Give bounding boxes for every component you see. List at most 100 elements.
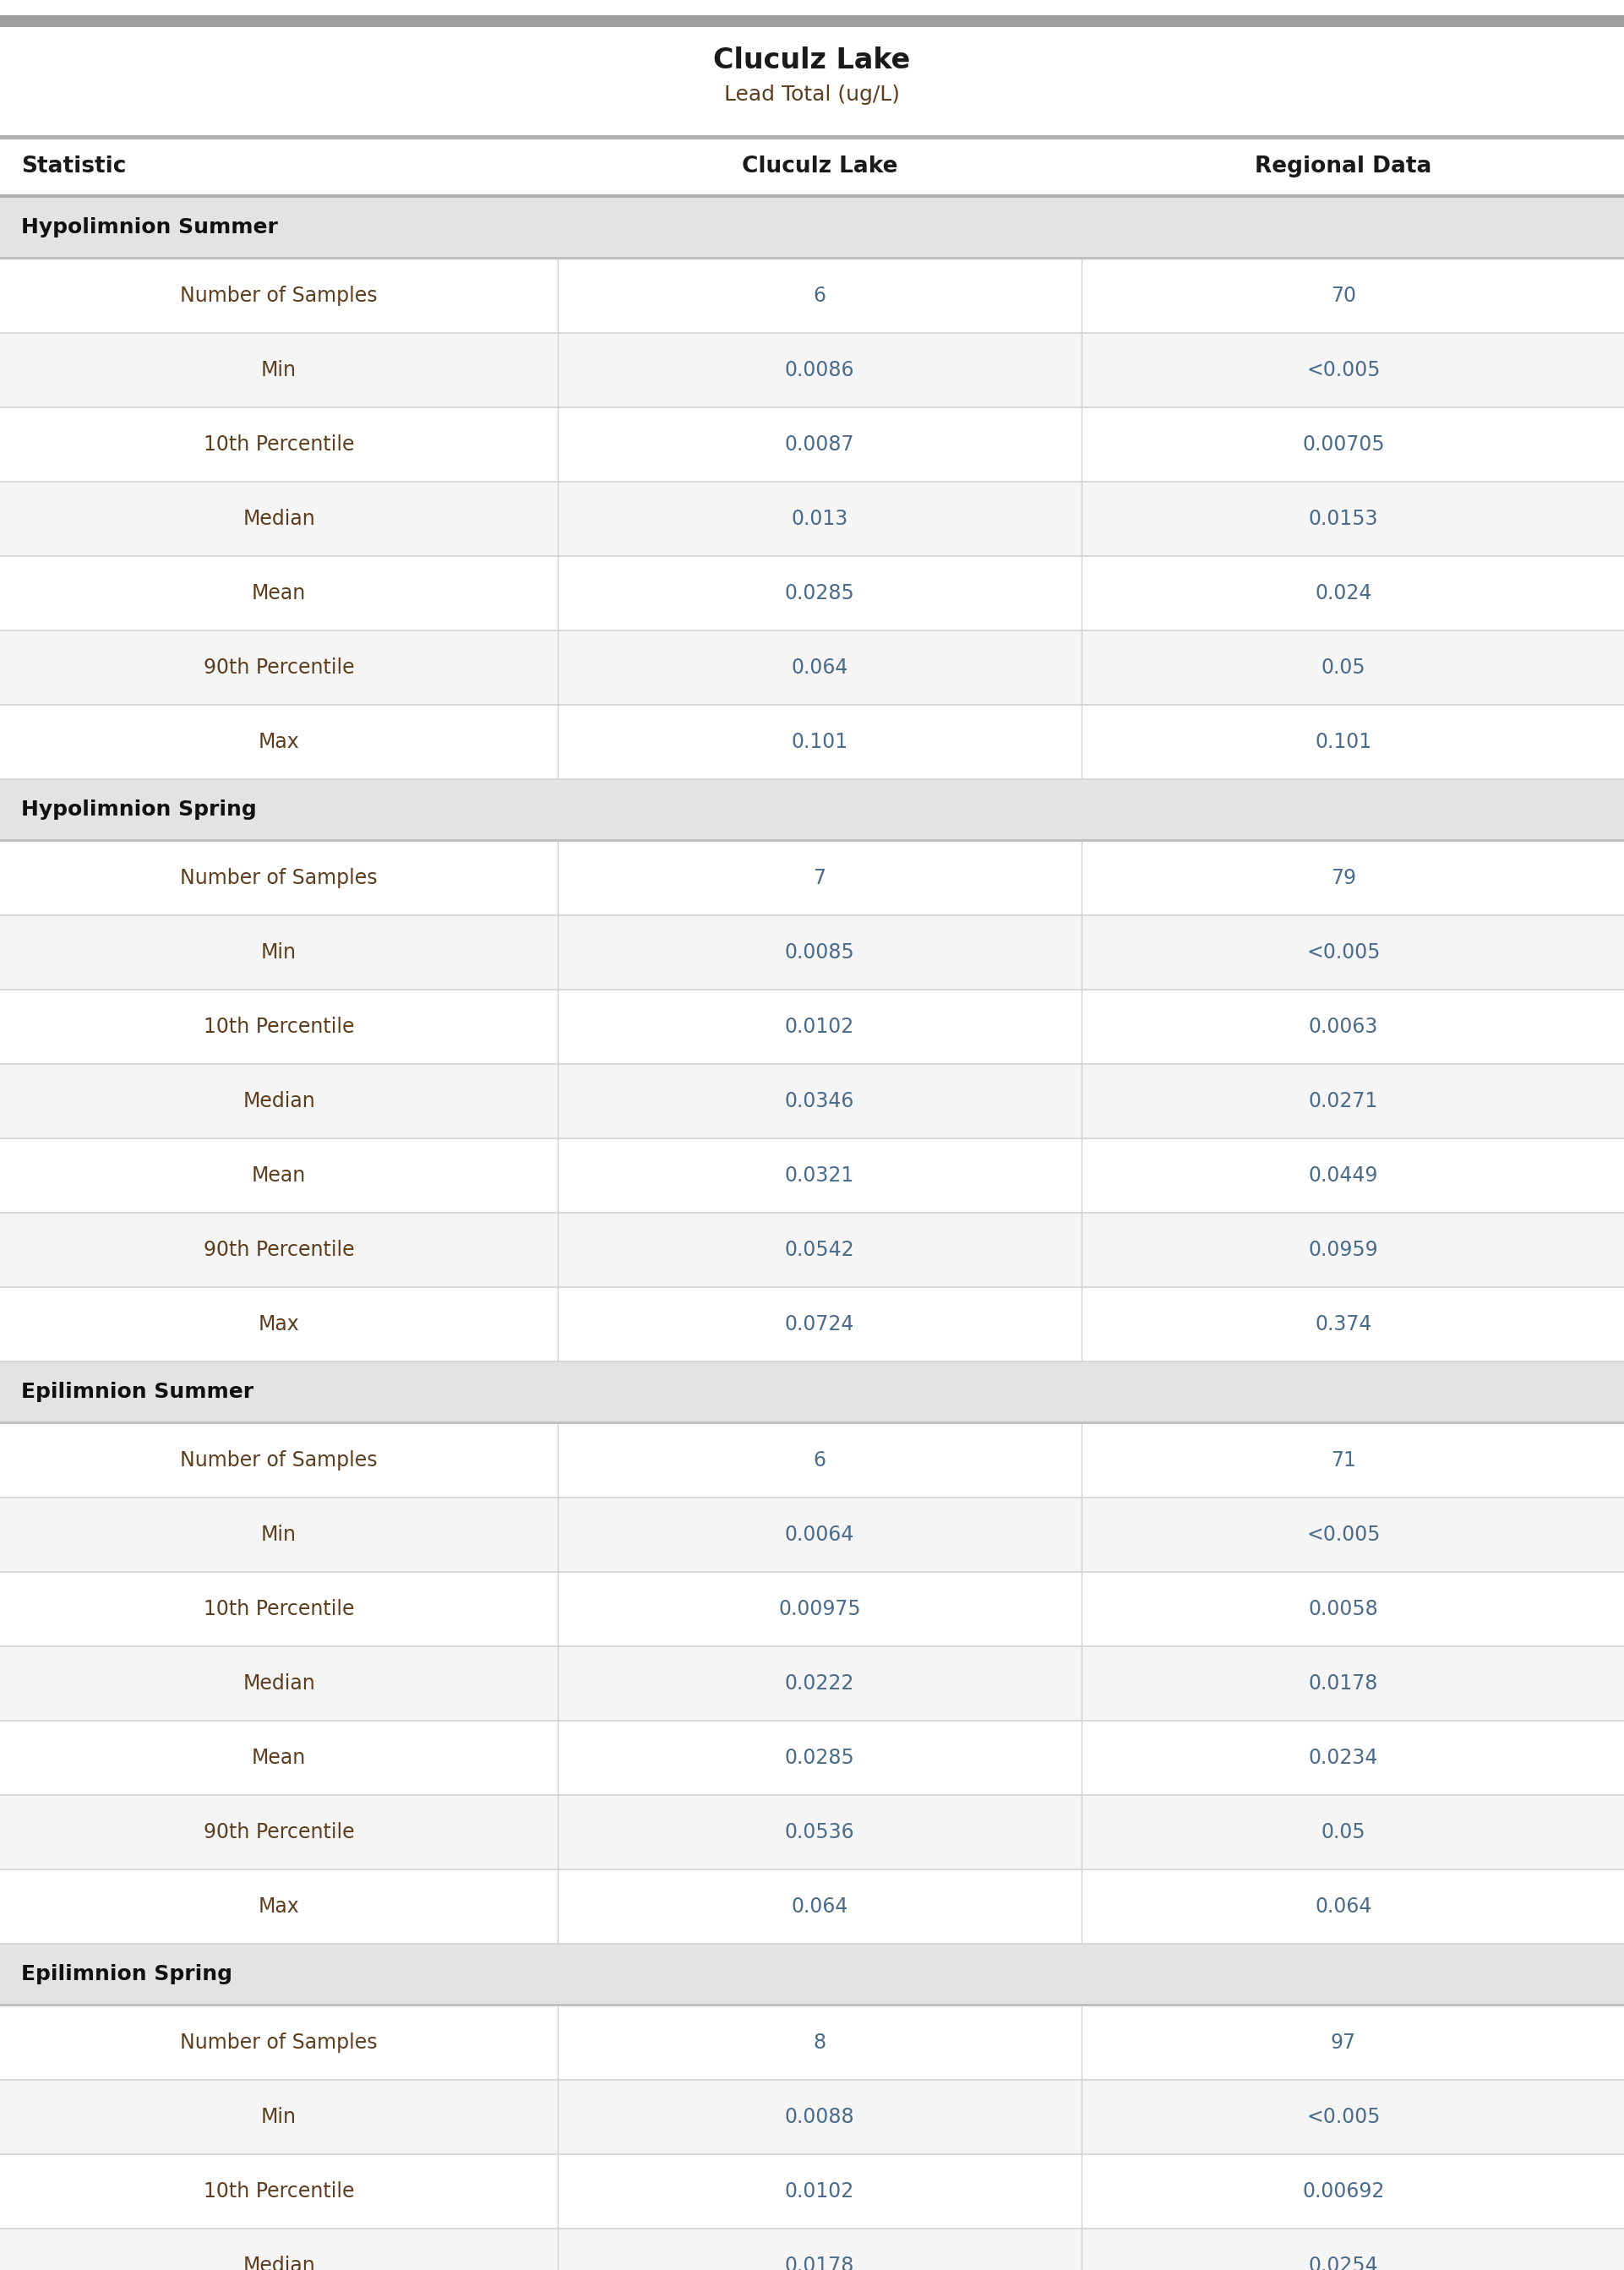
Text: Mean: Mean [252,1165,305,1185]
Text: Min: Min [261,361,297,381]
Text: Cluculz Lake: Cluculz Lake [713,45,911,75]
Bar [0,195,1624,197]
Text: Median: Median [242,1092,315,1112]
Text: 0.0254: 0.0254 [1309,2256,1379,2270]
Text: 0.0234: 0.0234 [1309,1748,1379,1768]
Text: Min: Min [261,2107,297,2127]
Bar [0,840,1624,842]
Text: 10th Percentile: 10th Percentile [203,1017,354,1037]
Text: 0.0321: 0.0321 [784,1165,854,1185]
Bar [0,1421,1624,1423]
Text: Hypolimnion Spring: Hypolimnion Spring [21,799,257,819]
Text: 0.0178: 0.0178 [784,2256,854,2270]
Text: 0.101: 0.101 [791,731,848,751]
Text: Min: Min [261,1525,297,1546]
Bar [0,136,1624,138]
Text: Number of Samples: Number of Samples [180,1451,377,1471]
Text: Median: Median [242,2256,315,2270]
Bar [0,138,1624,195]
Bar [0,1796,1624,1868]
Text: 0.013: 0.013 [791,508,848,529]
Text: Number of Samples: Number of Samples [180,286,377,306]
Text: 0.024: 0.024 [1315,583,1372,604]
Text: 0.0153: 0.0153 [1309,508,1379,529]
Text: Number of Samples: Number of Samples [180,2032,377,2052]
Text: 6: 6 [814,1451,827,1471]
Text: 8: 8 [814,2032,827,2052]
Text: 0.00692: 0.00692 [1302,2181,1385,2202]
Bar [0,2154,1624,2227]
Text: 0.374: 0.374 [1315,1314,1372,1335]
Text: Lead Total (ug/L): Lead Total (ug/L) [724,84,900,104]
Bar [0,1573,1624,1646]
Text: 0.05: 0.05 [1322,1823,1366,1843]
Text: 0.0222: 0.0222 [784,1673,854,1693]
Text: Hypolimnion Summer: Hypolimnion Summer [21,218,278,238]
Text: Max: Max [258,731,299,751]
Text: 79: 79 [1330,867,1356,888]
Bar [0,706,1624,779]
Text: 0.0064: 0.0064 [784,1525,854,1546]
Bar [0,1498,1624,1571]
Text: Max: Max [258,1895,299,1916]
Text: 97: 97 [1330,2032,1356,2052]
Text: 10th Percentile: 10th Percentile [203,434,354,454]
Text: 0.0088: 0.0088 [784,2107,854,2127]
Text: Median: Median [242,508,315,529]
Text: 0.0959: 0.0959 [1309,1239,1379,1260]
Text: 0.0542: 0.0542 [784,1239,854,1260]
Text: Min: Min [261,942,297,962]
Text: 71: 71 [1330,1451,1356,1471]
Text: 0.0285: 0.0285 [784,583,854,604]
Text: Mean: Mean [252,1748,305,1768]
Text: 0.0086: 0.0086 [784,361,854,381]
Text: 90th Percentile: 90th Percentile [203,1239,354,1260]
Text: 70: 70 [1330,286,1356,306]
Text: 0.0178: 0.0178 [1309,1673,1379,1693]
Text: 6: 6 [814,286,827,306]
Bar [0,1870,1624,1943]
Text: 0.101: 0.101 [1315,731,1372,751]
Text: 0.0102: 0.0102 [784,1017,854,1037]
Text: 0.0271: 0.0271 [1309,1092,1379,1112]
Text: 0.0285: 0.0285 [784,1748,854,1768]
Text: Mean: Mean [252,583,305,604]
Text: 0.064: 0.064 [791,1895,848,1916]
Bar [0,1214,1624,1287]
Text: Statistic: Statistic [21,157,127,177]
Bar [0,2004,1624,2007]
Text: 0.0102: 0.0102 [784,2181,854,2202]
Text: 0.0087: 0.0087 [784,434,854,454]
Text: Median: Median [242,1673,315,1693]
Bar [0,990,1624,1062]
Bar [0,917,1624,990]
Text: 10th Percentile: 10th Percentile [203,2181,354,2202]
Text: Epilimnion Spring: Epilimnion Spring [21,1964,232,1984]
Bar [0,2007,1624,2079]
Text: 0.064: 0.064 [1315,1895,1372,1916]
Text: 7: 7 [814,867,827,888]
Bar [0,1721,1624,1793]
Text: Epilimnion Summer: Epilimnion Summer [21,1382,253,1403]
Text: <0.005: <0.005 [1307,2107,1380,2127]
Text: 10th Percentile: 10th Percentile [203,1598,354,1619]
Bar [0,2229,1624,2270]
Bar [0,1648,1624,1721]
Text: 90th Percentile: 90th Percentile [203,1823,354,1843]
Bar [0,631,1624,704]
Text: 0.0063: 0.0063 [1309,1017,1379,1037]
Text: 0.05: 0.05 [1322,658,1366,679]
Bar [0,1362,1624,1421]
Bar [0,1065,1624,1137]
Bar [0,16,1624,27]
Text: Number of Samples: Number of Samples [180,867,377,888]
Text: <0.005: <0.005 [1307,1525,1380,1546]
Bar [0,781,1624,840]
Text: 0.0724: 0.0724 [784,1314,854,1335]
Text: 0.00705: 0.00705 [1302,434,1385,454]
Text: 0.0085: 0.0085 [784,942,854,962]
Bar [0,484,1624,556]
Text: <0.005: <0.005 [1307,361,1380,381]
Text: 0.064: 0.064 [791,658,848,679]
Bar [0,1140,1624,1212]
